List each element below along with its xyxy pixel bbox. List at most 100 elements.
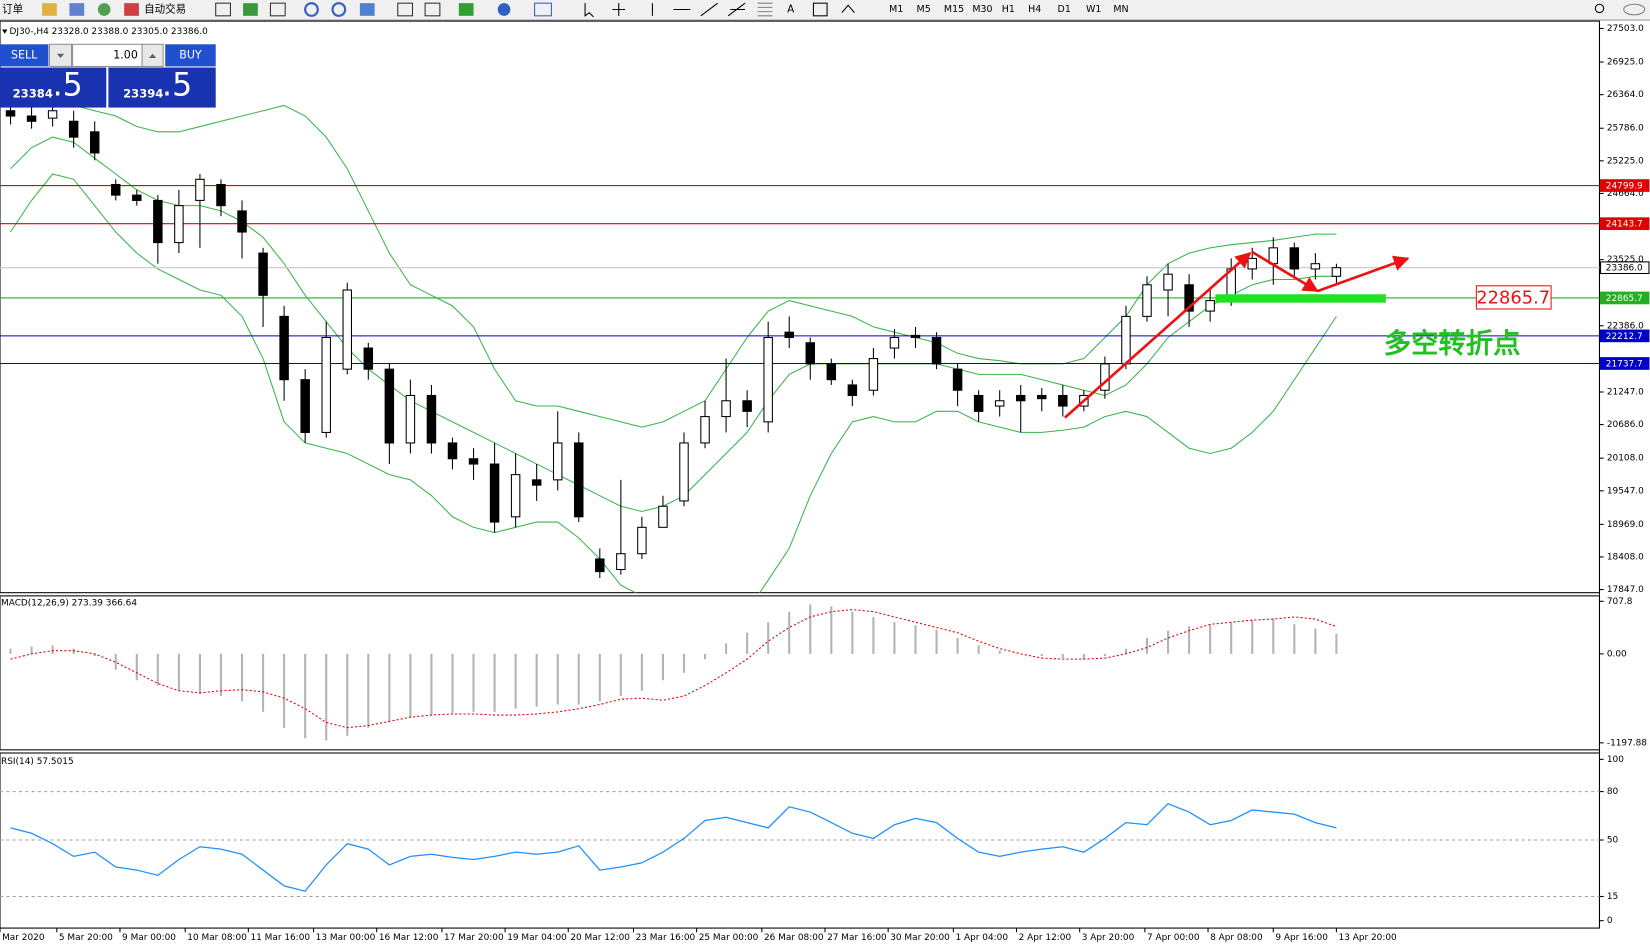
shift-icon[interactable] (424, 2, 441, 17)
candle-body (1163, 273, 1173, 291)
candle-body (742, 400, 752, 412)
auto-trading-icon[interactable] (124, 3, 139, 16)
sell-price-box[interactable] (0, 67, 107, 108)
level-label-bg (1600, 179, 1650, 192)
level-label: 24143.7 (1606, 220, 1643, 230)
y-tick-label: 25786.0 (1607, 124, 1644, 134)
channel-icon[interactable] (727, 2, 746, 17)
y-tick-label: 17847.0 (1607, 585, 1644, 595)
timeframe-button[interactable]: MN (1113, 4, 1128, 15)
x-tick-label: 30 Mar 20:00 (890, 933, 950, 943)
y-tick-label: 20686.0 (1607, 420, 1644, 430)
x-tick-label: 3 Apr 20:00 (1082, 933, 1135, 943)
candle-body (237, 210, 247, 233)
fibo-icon[interactable] (757, 2, 773, 17)
x-tick-label: 5 Mar 20:00 (59, 933, 113, 943)
timeframe-button[interactable]: M1 (889, 4, 903, 15)
candle-body (889, 336, 900, 349)
lot-up-arrow (148, 53, 157, 59)
candle-body (342, 289, 352, 370)
zoom-out-icon[interactable] (331, 2, 347, 17)
candle-icon[interactable] (243, 3, 258, 16)
templates-icon[interactable] (534, 2, 552, 17)
signal-icon[interactable] (97, 3, 111, 16)
timeframe-button[interactable]: M5 (917, 4, 931, 15)
level-annotation: 22865.7 (1476, 287, 1550, 308)
candle-body (784, 331, 794, 339)
text-tool[interactable]: A (787, 3, 795, 15)
tile-icon[interactable] (359, 3, 375, 16)
zoom-in-icon[interactable] (304, 2, 319, 17)
y-tick-label: 19547.0 (1607, 486, 1644, 496)
bar-chart-icon[interactable] (215, 2, 231, 17)
sell-button[interactable] (0, 44, 49, 67)
line-chart-icon[interactable] (269, 2, 286, 17)
trendline-icon[interactable] (700, 2, 718, 17)
candle-body (47, 110, 58, 119)
support-zone (1215, 294, 1386, 303)
timeframes: M1 M5 M15 M30 H1 H4 D1 W1 MN (889, 4, 1128, 15)
scroll-icon[interactable] (397, 2, 414, 17)
candle-body (111, 184, 121, 196)
history-icon[interactable] (42, 3, 57, 16)
candle-body (679, 442, 689, 502)
chat-icon[interactable] (1623, 3, 1646, 16)
candle-body (616, 553, 626, 571)
macd-title: MACD(12,26,9) 273.39 366.64 (1, 599, 137, 609)
candle-body (405, 394, 416, 444)
continue-arrow (1317, 255, 1410, 293)
y-tick-label: 24664.0 (1607, 189, 1644, 199)
x-tick-label: 16 Mar 12:00 (379, 933, 439, 943)
trade-panel: SELL 1.00 BUY 23384 .5 23394 .5 (0, 43, 216, 108)
candle-body (910, 334, 921, 339)
level-label: 23386.0 (1606, 264, 1643, 274)
sell-price-main: 23384 (13, 86, 53, 100)
candle-body (1184, 284, 1194, 312)
periods-icon[interactable] (497, 3, 511, 16)
candle-body (363, 347, 374, 370)
new-order-button[interactable]: 订单 (2, 3, 23, 15)
label-icon[interactable] (812, 2, 828, 17)
indicators-icon[interactable] (458, 3, 474, 16)
x-tick-label: 11 Mar 16:00 (250, 933, 310, 943)
buy-price-main: 23394 (123, 86, 163, 100)
x-tick-label: 13 Mar 00:00 (316, 933, 376, 943)
buy-price-box[interactable] (108, 67, 216, 108)
auto-trading-button[interactable]: 自动交易 (144, 2, 186, 15)
candle-body (1310, 263, 1321, 270)
crosshair-icon[interactable] (612, 3, 626, 16)
candle-body (1058, 394, 1068, 407)
candle-body (216, 184, 226, 207)
y-tick-label: 26364.0 (1607, 90, 1644, 100)
candle-body (847, 384, 858, 397)
candle-body (279, 315, 289, 381)
buy-button[interactable] (165, 44, 216, 67)
candle-body (931, 336, 942, 365)
candle-body (700, 416, 710, 444)
x-tick-label: 20 Mar 12:00 (570, 933, 630, 943)
candle-body (1015, 394, 1026, 402)
candle-body (1331, 267, 1342, 277)
timeframe-button[interactable]: H1 (1002, 4, 1015, 15)
x-tick-label: 19 Mar 04:00 (507, 933, 567, 943)
y-tick-label: 100 (1607, 755, 1624, 765)
arrows-icon[interactable] (841, 4, 855, 13)
candle-body (68, 120, 79, 138)
x-tick-label: 23 Mar 16:00 (636, 933, 696, 943)
candle-body (826, 363, 837, 381)
terminal-icon[interactable] (69, 3, 85, 16)
rsi-plot (0, 791, 1600, 898)
annotations: 22865.7 多空转折点 (1064, 250, 1552, 419)
timeframe-button[interactable]: M15 (944, 4, 964, 15)
timeframe-button[interactable]: W1 (1086, 4, 1101, 15)
candle-body (1205, 300, 1215, 312)
timeframe-button[interactable]: D1 (1058, 4, 1071, 15)
x-tick-label: 7 Apr 00:00 (1147, 933, 1200, 943)
candle-body (994, 400, 1005, 407)
cursor-icon[interactable] (584, 3, 594, 18)
timeframe-button[interactable]: H4 (1028, 4, 1041, 15)
x-tick-label: 13 Apr 20:00 (1339, 933, 1398, 943)
candle-body (321, 336, 331, 433)
x-tick-label: 17 Mar 20:00 (444, 933, 504, 943)
timeframe-button[interactable]: M30 (972, 4, 992, 15)
